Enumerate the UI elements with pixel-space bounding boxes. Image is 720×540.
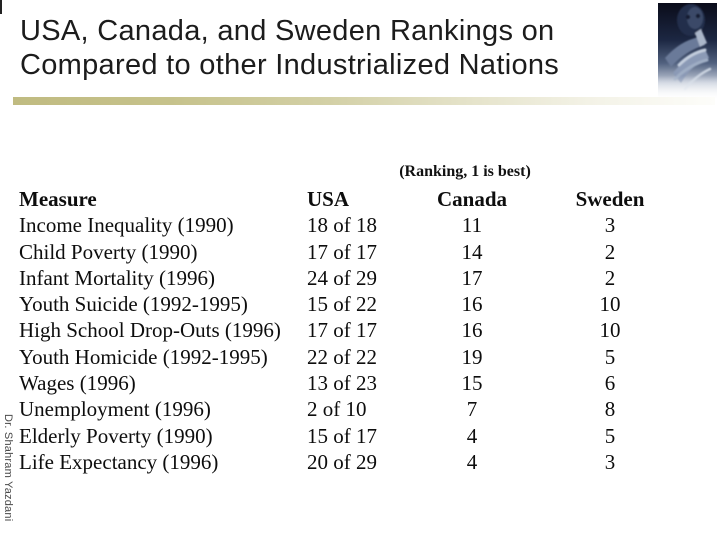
table-row: Wages (1996) 13 of 23 15 6 xyxy=(19,370,711,396)
cell-canada: 19 xyxy=(461,344,483,369)
cell-usa: 13 of 23 xyxy=(307,371,377,396)
person-hands-photo xyxy=(655,3,717,100)
corner-artifact xyxy=(0,0,2,14)
table-row: High School Drop-Outs (1996) 17 of 17 16… xyxy=(19,317,711,343)
cell-canada: 4 xyxy=(466,449,478,474)
cell-measure: Life Expectancy (1996) xyxy=(19,449,219,474)
cell-canada: 15 xyxy=(461,371,483,396)
cell-sweden: 3 xyxy=(604,449,616,474)
cell-measure: Infant Mortality (1996) xyxy=(19,265,215,290)
header-sweden: Sweden xyxy=(575,187,645,211)
slide-title: USA, Canada, and Sweden Rankings on Comp… xyxy=(20,15,660,82)
cell-usa: 2 of 10 xyxy=(307,397,367,422)
author-credit-vertical: Dr. Shahram Yazdani xyxy=(2,414,14,522)
cell-canada: 16 xyxy=(461,318,483,343)
rankings-table: Measure USA Canada Sweden Income Inequal… xyxy=(19,186,711,475)
cell-canada: 4 xyxy=(466,423,478,448)
cell-measure: Unemployment (1996) xyxy=(19,397,211,422)
cell-sweden: 2 xyxy=(604,239,616,264)
cell-sweden: 8 xyxy=(604,397,616,422)
table-row: Youth Homicide (1992-1995) 22 of 22 19 5 xyxy=(19,344,711,370)
header-measure: Measure xyxy=(19,187,97,211)
cell-usa: 15 of 17 xyxy=(307,423,377,448)
table-row: Unemployment (1996) 2 of 10 7 8 xyxy=(19,396,711,422)
cell-measure: Youth Homicide (1992-1995) xyxy=(19,344,268,369)
table-row: Youth Suicide (1992-1995) 15 of 22 16 10 xyxy=(19,291,711,317)
slide-title-line1: USA, Canada, and Sweden Rankings on xyxy=(20,15,555,47)
table-row: Elderly Poverty (1990) 15 of 17 4 5 xyxy=(19,423,711,449)
ranking-note: (Ranking, 1 is best) xyxy=(399,163,531,180)
cell-usa: 15 of 22 xyxy=(307,292,377,317)
cell-sweden: 6 xyxy=(604,371,616,396)
cell-sweden: 3 xyxy=(604,213,616,238)
cell-canada: 17 xyxy=(461,265,483,290)
header-canada: Canada xyxy=(436,187,508,211)
title-divider-bar xyxy=(13,97,715,105)
slide-title-line2: Compared to other Industrialized Nations xyxy=(20,48,560,81)
cell-canada: 7 xyxy=(466,397,478,422)
cell-usa: 20 of 29 xyxy=(307,449,377,474)
cell-canada: 11 xyxy=(461,213,483,238)
cell-measure: Child Poverty (1990) xyxy=(19,239,198,264)
cell-measure: Youth Suicide (1992-1995) xyxy=(19,292,248,317)
cell-measure: Wages (1996) xyxy=(19,371,136,396)
cell-sweden: 5 xyxy=(604,344,616,369)
table-row: Life Expectancy (1996) 20 of 29 4 3 xyxy=(19,449,711,475)
cell-usa: 22 of 22 xyxy=(307,344,377,369)
cell-sweden: 10 xyxy=(599,318,621,343)
table-header-row: Measure USA Canada Sweden xyxy=(19,186,711,212)
table-row: Infant Mortality (1996) 24 of 29 17 2 xyxy=(19,265,711,291)
cell-sweden: 2 xyxy=(604,265,616,290)
cell-sweden: 10 xyxy=(599,292,621,317)
cell-sweden: 5 xyxy=(604,423,616,448)
cell-canada: 16 xyxy=(461,292,483,317)
cell-measure: High School Drop-Outs (1996) xyxy=(19,318,281,343)
cell-usa: 24 of 29 xyxy=(307,265,377,290)
header-usa: USA xyxy=(307,187,350,211)
cell-measure: Income Inequality (1990) xyxy=(19,213,234,238)
cell-usa: 17 of 17 xyxy=(307,318,377,343)
table-row: Child Poverty (1990) 17 of 17 14 2 xyxy=(19,239,711,265)
cell-measure: Elderly Poverty (1990) xyxy=(19,423,213,448)
table-row: Income Inequality (1990) 18 of 18 11 3 xyxy=(19,212,711,238)
cell-usa: 17 of 17 xyxy=(307,239,377,264)
cell-canada: 14 xyxy=(461,239,483,264)
cell-usa: 18 of 18 xyxy=(307,213,377,238)
